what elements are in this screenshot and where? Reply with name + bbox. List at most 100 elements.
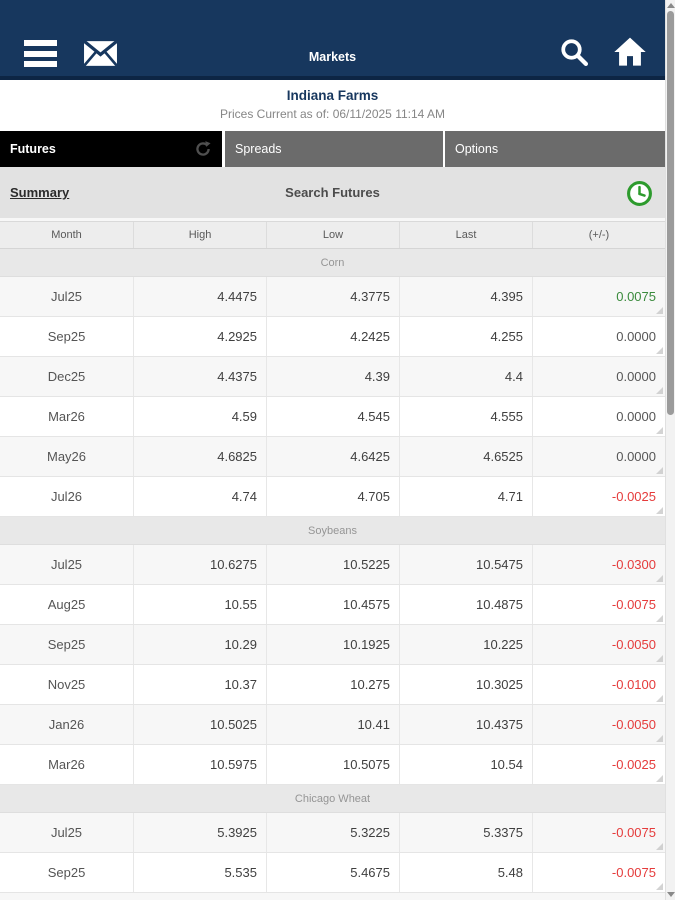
last-cell: 10.5475 bbox=[399, 545, 532, 584]
scrollbar-track[interactable] bbox=[665, 0, 675, 900]
table-row[interactable]: May26 4.6825 4.6425 4.6525 0.0000 bbox=[0, 437, 665, 477]
change-cell: -0.0050 bbox=[532, 625, 665, 664]
column-header-high: High bbox=[133, 222, 266, 248]
month-cell: Sep25 bbox=[47, 637, 86, 652]
change-cell: -0.0300 bbox=[532, 545, 665, 584]
page-head: Indiana Farms Prices Current as of: 06/1… bbox=[0, 80, 665, 131]
refresh-icon[interactable] bbox=[194, 140, 212, 161]
high-cell: 4.74 bbox=[133, 477, 266, 516]
scroll-up-arrow-icon[interactable] bbox=[667, 3, 675, 8]
column-header-month: Month bbox=[51, 229, 82, 241]
high-cell: 5.3925 bbox=[133, 813, 266, 852]
section-header: Chicago Wheat bbox=[0, 785, 665, 813]
high-cell: 4.2925 bbox=[133, 317, 266, 356]
table-row[interactable]: Mar26 10.5975 10.5075 10.54 -0.0025 bbox=[0, 745, 665, 785]
navbar-left-group bbox=[24, 39, 119, 67]
low-cell: 4.705 bbox=[266, 477, 399, 516]
month-cell: Mar26 bbox=[48, 409, 85, 424]
low-cell: 10.5225 bbox=[266, 545, 399, 584]
table-row[interactable]: Jul25 5.3925 5.3225 5.3375 -0.0075 bbox=[0, 813, 665, 853]
column-header-change: (+/-) bbox=[532, 222, 665, 248]
month-cell: Mar26 bbox=[48, 757, 85, 772]
month-cell: May26 bbox=[46, 449, 87, 464]
table-row[interactable]: Jul26 4.74 4.705 4.71 -0.0025 bbox=[0, 477, 665, 517]
cell-corner-mark bbox=[656, 347, 663, 354]
top-navbar: Markets bbox=[0, 0, 665, 80]
month-cell: Sep25 bbox=[47, 865, 86, 880]
month-cell: Aug25 bbox=[47, 597, 86, 612]
search-icon[interactable] bbox=[559, 37, 589, 67]
cell-corner-mark bbox=[656, 775, 663, 782]
cell-corner-mark bbox=[656, 387, 663, 394]
month-cell: Dec25 bbox=[47, 369, 86, 384]
page-title: Indiana Farms bbox=[286, 88, 379, 103]
cell-corner-mark bbox=[656, 427, 663, 434]
low-cell: 10.1925 bbox=[266, 625, 399, 664]
table-header-row: Month High Low Last (+/-) bbox=[0, 221, 665, 249]
high-cell: 10.29 bbox=[133, 625, 266, 664]
last-cell: 4.255 bbox=[399, 317, 532, 356]
tab-options-label: Options bbox=[455, 142, 499, 156]
low-cell: 10.275 bbox=[266, 665, 399, 704]
navbar-right-group bbox=[559, 37, 647, 67]
last-cell: 5.3375 bbox=[399, 813, 532, 852]
tab-spreads[interactable]: Spreads bbox=[225, 131, 443, 167]
high-cell: 4.59 bbox=[133, 397, 266, 436]
table-row[interactable]: Nov25 10.37 10.275 10.3025 -0.0100 bbox=[0, 665, 665, 705]
last-cell: 5.48 bbox=[399, 853, 532, 892]
search-futures-title: Search Futures bbox=[285, 185, 380, 200]
last-cell: 10.3025 bbox=[399, 665, 532, 704]
home-icon[interactable] bbox=[613, 37, 647, 67]
low-cell: 4.545 bbox=[266, 397, 399, 436]
clock-icon[interactable] bbox=[626, 180, 653, 207]
high-cell: 5.535 bbox=[133, 853, 266, 892]
table-row[interactable]: Dec25 4.4375 4.39 4.4 0.0000 bbox=[0, 357, 665, 397]
tab-futures-label: Futures bbox=[10, 142, 56, 156]
cell-corner-mark bbox=[656, 883, 663, 890]
low-cell: 4.39 bbox=[266, 357, 399, 396]
change-cell: 0.0000 bbox=[532, 317, 665, 356]
section-header: Soybeans bbox=[0, 517, 665, 545]
change-cell: -0.0025 bbox=[532, 477, 665, 516]
tab-futures[interactable]: Futures bbox=[0, 131, 222, 167]
summary-link[interactable]: Summary bbox=[10, 185, 70, 200]
change-cell: 0.0000 bbox=[532, 397, 665, 436]
table-row[interactable]: Sep25 10.29 10.1925 10.225 -0.0050 bbox=[0, 625, 665, 665]
high-cell: 4.4375 bbox=[133, 357, 266, 396]
table-row[interactable]: Aug25 10.55 10.4575 10.4875 -0.0075 bbox=[0, 585, 665, 625]
table-row[interactable]: Jul25 4.4475 4.3775 4.395 0.0075 bbox=[0, 277, 665, 317]
table-row[interactable]: Sep25 5.535 5.4675 5.48 -0.0075 bbox=[0, 853, 665, 893]
last-cell: 10.4375 bbox=[399, 705, 532, 744]
low-cell: 10.4575 bbox=[266, 585, 399, 624]
menu-icon[interactable] bbox=[24, 40, 57, 67]
table-row[interactable]: Sep25 4.2925 4.2425 4.255 0.0000 bbox=[0, 317, 665, 357]
last-cell: 4.555 bbox=[399, 397, 532, 436]
change-cell: -0.0100 bbox=[532, 665, 665, 704]
scroll-down-arrow-icon[interactable] bbox=[667, 892, 675, 897]
scrollbar-thumb[interactable] bbox=[667, 11, 674, 415]
column-header-last: Last bbox=[399, 222, 532, 248]
change-cell: -0.0075 bbox=[532, 585, 665, 624]
high-cell: 10.5975 bbox=[133, 745, 266, 784]
futures-table-body: Corn Jul25 4.4475 4.3775 4.395 0.0075 Sep25 4.2… bbox=[0, 249, 665, 893]
low-cell: 5.4675 bbox=[266, 853, 399, 892]
high-cell: 4.6825 bbox=[133, 437, 266, 476]
high-cell: 10.37 bbox=[133, 665, 266, 704]
change-cell: 0.0000 bbox=[532, 437, 665, 476]
cell-corner-mark bbox=[656, 467, 663, 474]
high-cell: 10.5025 bbox=[133, 705, 266, 744]
change-cell: -0.0075 bbox=[532, 853, 665, 892]
tab-options[interactable]: Options bbox=[445, 131, 665, 167]
mail-icon[interactable] bbox=[82, 39, 119, 67]
last-cell: 4.71 bbox=[399, 477, 532, 516]
table-row[interactable]: Jan26 10.5025 10.41 10.4375 -0.0050 bbox=[0, 705, 665, 745]
low-cell: 10.5075 bbox=[266, 745, 399, 784]
table-row[interactable]: Mar26 4.59 4.545 4.555 0.0000 bbox=[0, 397, 665, 437]
cell-corner-mark bbox=[656, 695, 663, 702]
table-row[interactable]: Jul25 10.6275 10.5225 10.5475 -0.0300 bbox=[0, 545, 665, 585]
low-cell: 10.41 bbox=[266, 705, 399, 744]
month-cell: Jul26 bbox=[50, 489, 83, 504]
last-cell: 4.395 bbox=[399, 277, 532, 316]
